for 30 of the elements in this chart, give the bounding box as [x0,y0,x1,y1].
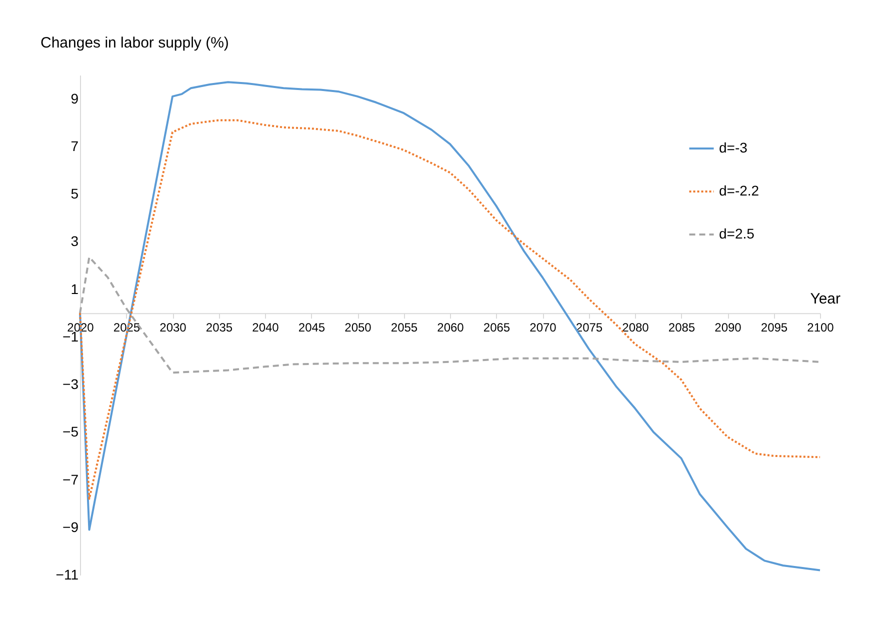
x-tick-label: 2065 [483,320,510,335]
legend-label: d=-2.2 [719,182,760,198]
x-tick-label: 2030 [160,320,187,335]
y-axis-title: Changes in labor supply (%) [40,34,229,52]
x-tick-label: 2100 [807,320,834,335]
x-tick-label: 2090 [714,320,742,335]
y-tick-label: 7 [70,138,79,154]
x-tick-label: 2050 [344,320,372,335]
x-tick-label: 2080 [622,320,650,335]
y-tick-label: 3 [70,233,79,250]
y-tick-label: −3 [62,376,79,392]
x-tick-label: 2060 [437,320,464,335]
x-tick-label: 2095 [760,320,788,335]
y-tick-label: 9 [70,90,79,106]
y-tick-label: −5 [62,424,79,440]
y-tick-label: 5 [70,186,79,202]
x-tick-label: 2055 [390,320,418,335]
y-tick-label: −9 [62,518,79,535]
x-tick-label: 2085 [668,320,696,335]
legend-label: d=-3 [719,140,748,156]
x-tick-label: 2045 [298,320,326,335]
x-tick-label: 2035 [206,320,233,335]
x-axis-title: Year [810,290,840,308]
x-tick-label: 2070 [530,320,557,335]
x-tick-label: 2075 [576,320,603,335]
legend-label: d=2.5 [719,226,755,242]
y-tick-label: −11 [56,566,79,582]
y-tick-label: 1 [70,280,79,297]
y-tick-label: −7 [62,471,79,488]
x-tick-label: 2040 [252,320,280,335]
